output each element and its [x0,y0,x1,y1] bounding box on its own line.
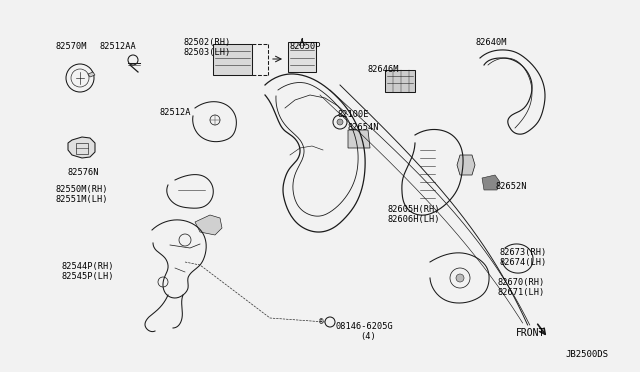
Polygon shape [88,72,95,77]
Text: 82551M(LH): 82551M(LH) [55,195,108,204]
Text: 82673(RH): 82673(RH) [500,248,547,257]
Text: 82674(LH): 82674(LH) [500,258,547,267]
Circle shape [337,119,343,125]
Text: 82640M: 82640M [475,38,506,47]
Text: 82100E: 82100E [338,110,369,119]
Polygon shape [68,137,95,158]
Text: 82050P: 82050P [290,42,321,51]
Text: 82512AA: 82512AA [100,42,137,51]
Text: 82654N: 82654N [348,123,380,132]
Text: ®: ® [319,317,324,327]
Text: 82502(RH): 82502(RH) [183,38,230,47]
Text: 82550M(RH): 82550M(RH) [55,185,108,194]
Polygon shape [213,44,252,75]
Polygon shape [385,70,415,92]
Polygon shape [457,155,475,175]
Polygon shape [195,215,222,235]
Text: 82670(RH): 82670(RH) [497,278,544,287]
Text: 82652N: 82652N [496,182,527,191]
Text: 82646M: 82646M [368,65,399,74]
Text: 82576N: 82576N [68,168,99,177]
Text: 82545P(LH): 82545P(LH) [62,272,115,281]
Text: 82503(LH): 82503(LH) [183,48,230,57]
Text: 82544P(RH): 82544P(RH) [62,262,115,271]
Text: 08146-6205G: 08146-6205G [335,322,393,331]
Text: (4): (4) [360,332,376,341]
Text: 82570M: 82570M [55,42,86,51]
Text: 82606H(LH): 82606H(LH) [388,215,440,224]
Text: 82512A: 82512A [160,108,191,117]
Text: FRONT: FRONT [516,328,545,338]
Circle shape [456,274,464,282]
Text: JB2500DS: JB2500DS [565,350,608,359]
Polygon shape [482,175,500,190]
Polygon shape [348,130,370,148]
Polygon shape [288,42,316,72]
Text: 82671(LH): 82671(LH) [497,288,544,297]
Text: 82605H(RH): 82605H(RH) [388,205,440,214]
